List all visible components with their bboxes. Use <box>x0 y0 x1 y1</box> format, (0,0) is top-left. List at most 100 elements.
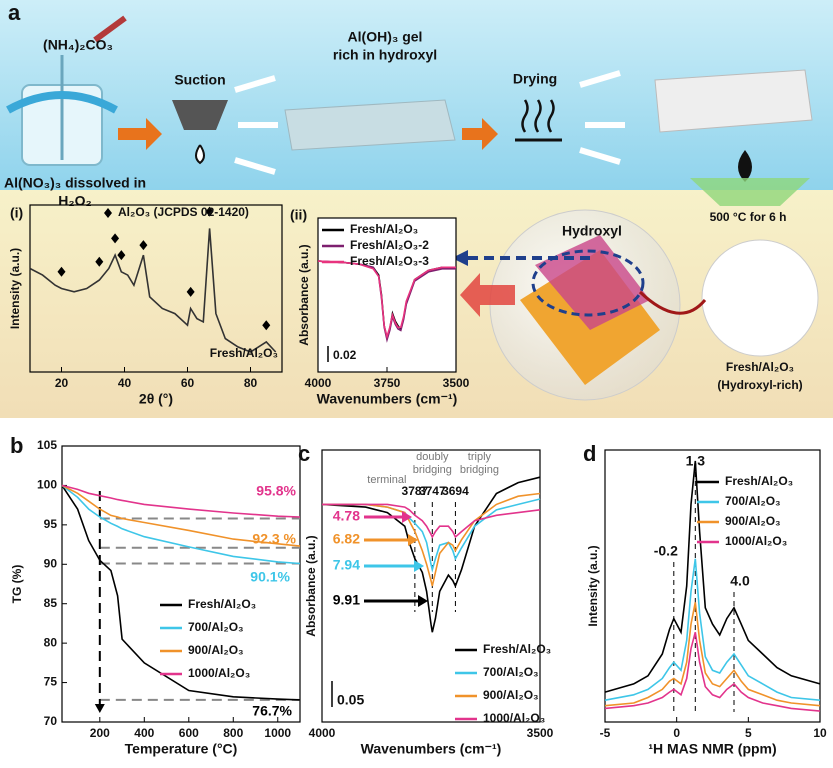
peak-name: triply <box>468 451 492 463</box>
series-line <box>321 476 541 633</box>
step-label: Al(OH)₃ gel <box>348 29 423 45</box>
plot-area <box>317 217 457 373</box>
peak-marker <box>111 233 120 244</box>
step-label: rich in hydroxyl <box>333 47 437 63</box>
legend-label: Fresh/Al₂O₃ <box>483 642 551 656</box>
x-tick-label: 200 <box>90 726 110 740</box>
marker-key <box>104 208 112 218</box>
legend-label: Fresh/Al₂O₃ <box>725 474 793 488</box>
calcination-label: 500 °C for 6 h <box>710 210 787 224</box>
drop <box>195 144 205 165</box>
peak-name: terminal <box>367 474 406 486</box>
series-line <box>322 503 541 539</box>
x-tick-label: 3750 <box>374 376 401 390</box>
flow-arrows <box>234 75 278 175</box>
legend-label: 700/Al₂O₃ <box>725 494 781 508</box>
peak-label: 3747 <box>419 484 446 498</box>
scale-label: 0.05 <box>337 692 364 708</box>
series-line <box>61 484 301 701</box>
x-axis-label: ¹H MAS NMR (ppm) <box>648 741 776 757</box>
value-annotation: 92.3 % <box>252 531 296 547</box>
legend-label: 1000/Al₂O₃ <box>483 711 545 725</box>
product-label: Fresh/Al₂O₃ <box>726 360 794 374</box>
dried-gel <box>654 69 813 133</box>
series-line <box>317 260 456 340</box>
step-label: Drying <box>513 71 557 87</box>
x-axis-label: Wavenumbers (cm⁻¹) <box>317 391 458 407</box>
solution-label: Al(NO₃)₃ dissolved in <box>4 175 146 191</box>
peak-marker <box>57 266 66 277</box>
y-tick-label: 105 <box>37 438 57 452</box>
panel-label: c <box>298 441 310 466</box>
arrow-head <box>94 704 105 713</box>
pointer-arrow <box>638 290 707 315</box>
hydroxyl-ring <box>531 249 645 317</box>
value-annotation: 90.1% <box>250 569 290 585</box>
process-arrow <box>462 118 498 150</box>
annotation-arrow <box>418 595 428 607</box>
x-tick-label: 4000 <box>305 376 332 390</box>
panel-label: b <box>10 433 23 458</box>
value-annotation: 7.94 <box>333 557 360 573</box>
annotation-arrow <box>414 560 424 572</box>
annotation-arrow <box>408 534 418 546</box>
peak-label: 4.0 <box>730 573 750 589</box>
x-tick-label: 10 <box>813 726 827 740</box>
marker-label: Al₂O₃ (JCPDS 02-1420) <box>118 205 249 219</box>
gel <box>284 99 456 151</box>
series-line <box>61 484 301 547</box>
calcination-arrow <box>690 178 810 206</box>
peak-name: bridging <box>460 464 499 476</box>
plot-area <box>604 449 821 723</box>
series-line <box>604 558 821 701</box>
panel-label: d <box>583 441 596 466</box>
step-label: Suction <box>174 72 225 88</box>
peak-name: doubly <box>416 451 449 463</box>
x-axis-label: Temperature (°C) <box>125 741 238 757</box>
y-axis-label: TG (%) <box>10 565 24 604</box>
legend-label: Fresh/Al₂O₃ <box>350 222 418 236</box>
stir-arrow <box>6 91 118 114</box>
y-tick-label: 100 <box>37 478 57 492</box>
peak-label: 3787 <box>402 484 429 498</box>
x-tick-label: 20 <box>55 376 69 390</box>
y-tick-label: 90 <box>44 556 58 570</box>
x-tick-label: 3500 <box>443 376 470 390</box>
y-tick-label: 80 <box>44 635 58 649</box>
dropper <box>93 15 127 43</box>
x-tick-label: 1000 <box>264 726 291 740</box>
x-tick-label: 400 <box>134 726 154 740</box>
product-label: (Hydroxyl-rich) <box>717 378 802 392</box>
reagent-label: (NH₄)₂CO₃ <box>43 37 113 53</box>
peak-label: -0.2 <box>654 543 678 559</box>
link-arrow <box>452 250 468 266</box>
scale-label: 0.02 <box>333 348 357 362</box>
flame <box>738 150 752 182</box>
legend-label: 900/Al₂O₃ <box>188 643 244 657</box>
peak-marker <box>117 250 126 261</box>
zoom-arrow <box>460 273 515 317</box>
peak-label: 1.3 <box>686 453 706 469</box>
peak-name: bridging <box>413 464 452 476</box>
y-tick-label: 70 <box>44 714 58 728</box>
plot-area <box>321 449 541 723</box>
peak-marker <box>186 286 195 297</box>
peak-marker <box>262 320 271 331</box>
legend-label: Fresh/Al₂O₃-3 <box>350 254 429 268</box>
legend-label: 1000/Al₂O₃ <box>725 534 787 548</box>
hydroxyl-layer <box>535 235 650 330</box>
x-tick-label: 4000 <box>309 726 336 740</box>
y-tick-label: 85 <box>44 596 58 610</box>
solution-label: H₂O₂ <box>58 193 91 209</box>
x-tick-label: 40 <box>118 376 132 390</box>
heat-icon <box>521 99 555 133</box>
panel-label: (ii) <box>290 207 307 223</box>
annotation: Fresh/Al₂O₃ <box>210 346 278 360</box>
y-axis-label: Absorbance (a.u.) <box>297 244 311 345</box>
x-tick-label: 800 <box>223 726 243 740</box>
plot-area <box>61 445 301 723</box>
filter <box>172 100 228 130</box>
value-annotation: 4.78 <box>333 508 360 524</box>
value-annotation: 76.7% <box>252 703 292 719</box>
